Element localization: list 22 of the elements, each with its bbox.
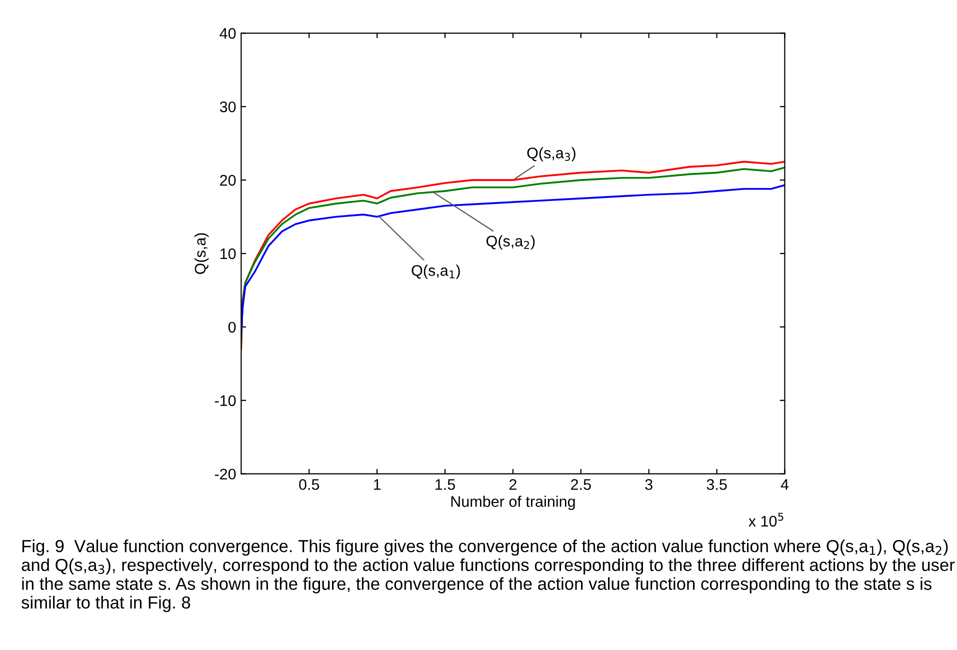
- y-tick-label: 0: [228, 322, 236, 333]
- y-tick-label: -10: [214, 395, 236, 406]
- x-tick-label: 2: [509, 479, 516, 490]
- y-tick-label: 30: [220, 101, 236, 112]
- x-tick-label: 1.5: [436, 479, 455, 490]
- x-tick-label: 3.5: [706, 479, 727, 490]
- annotation: Q(s,a$_{1}$): [412, 264, 460, 279]
- y-tick-label: 40: [220, 28, 236, 39]
- annotation: Q(s,a$_{2}$): [486, 235, 535, 250]
- y-tick-label: -20: [214, 468, 236, 480]
- x-tick-label: 2.5: [571, 479, 591, 490]
- y-axis-title: Q(s,a): [194, 233, 209, 274]
- x-tick-label: 0.5: [299, 479, 320, 490]
- y-tick-label: 20: [220, 174, 236, 186]
- text: Fig. 9 Value function convergence. This figure gives the convergence of the action value function where Q(s,a$_{1}$), Q(s,a$_{2}$) and Q(s,a$_{3}$), respectively, correspond to the action value functions corresponding to the three different actions by the user in the same state s. As shown in the figure, the convergence of the action value function corresponding to the state s is similar to that in Fig. 8: [22, 540, 955, 612]
- y-tick-label: 10: [220, 248, 236, 260]
- text: x 10$^{5}$: [748, 512, 784, 527]
- x-tick-label: 1: [374, 479, 381, 490]
- x-axis-title: Number of training: [451, 496, 575, 510]
- x-tick-label: 3: [645, 479, 652, 490]
- annotation: Q(s,a$_{3}$): [527, 147, 576, 162]
- x-tick-label: 4: [780, 479, 789, 490]
